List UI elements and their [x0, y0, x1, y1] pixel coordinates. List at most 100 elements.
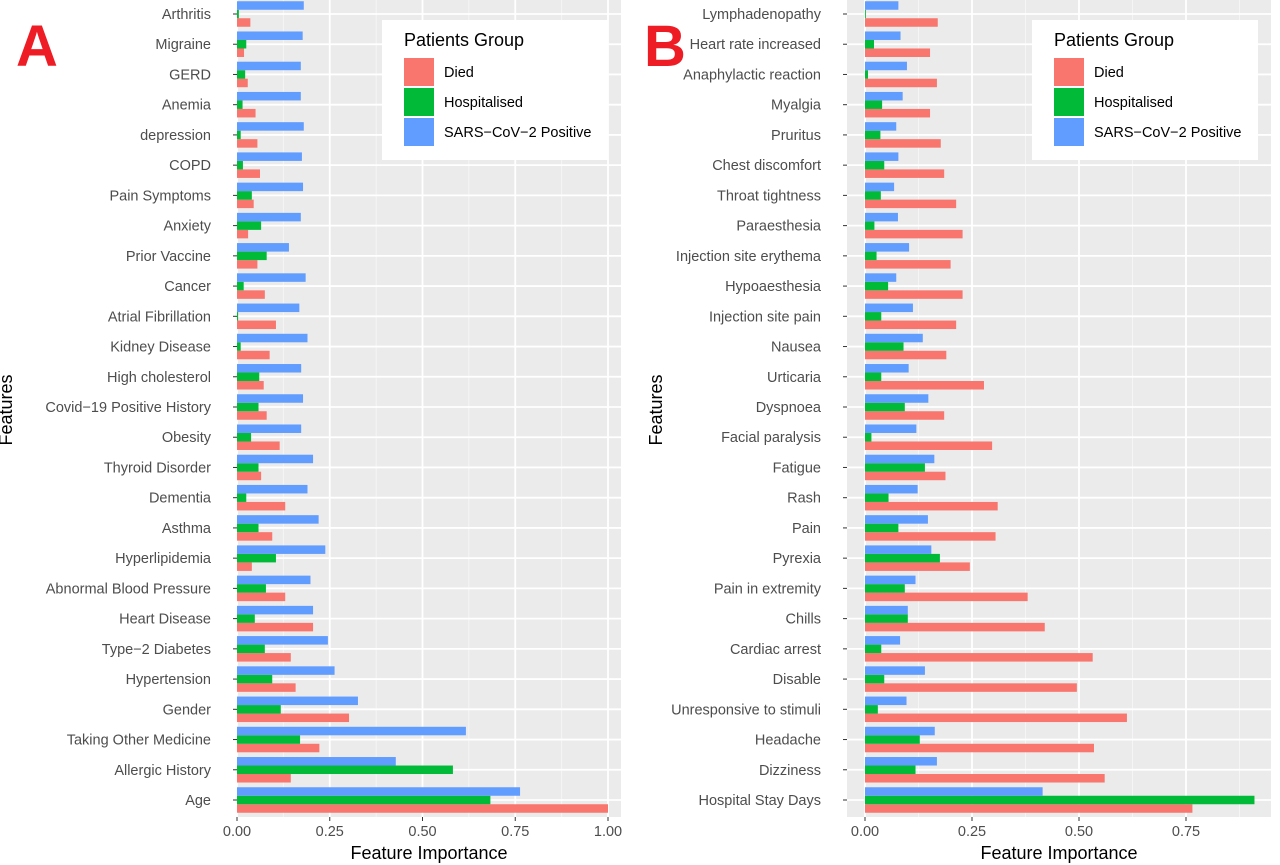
panel-b-category-label: Fatigue: [773, 460, 821, 476]
panel-a-bar: [237, 350, 270, 360]
panel-a-bar: [237, 372, 260, 382]
panel-b-category-label: Pain in extremity: [714, 581, 822, 597]
panel-b-x-axis-title: Feature Importance: [980, 843, 1137, 863]
panel-b-bar: [865, 364, 909, 373]
panel-b-category-label: Pyrexia: [773, 551, 822, 567]
panel-a-bar: [237, 160, 243, 170]
panel-a-bar: [237, 644, 265, 654]
panel-a-bar: [237, 199, 254, 209]
panel-b-category-label: Disable: [773, 672, 821, 688]
panel-a-bar: [237, 471, 262, 481]
panel-a-category-label: Hypertension: [126, 672, 211, 688]
panel-a-bar: [237, 757, 396, 766]
panel-a-bar: [237, 683, 296, 692]
panel-a-bar: [237, 91, 301, 101]
panel-b-bar: [865, 243, 910, 252]
panel-a-legend-key: [404, 58, 434, 86]
panel-b-category-label: Chills: [786, 612, 821, 628]
panel-a-bar: [237, 78, 248, 88]
panel-b-bar: [865, 523, 899, 533]
panel-a-bar: [237, 394, 304, 403]
panel-a-bar: [237, 122, 304, 131]
panel-b-chart: Lymphadenopathy Heart rate increased Anaph…: [646, 0, 1271, 863]
panel-b-category-label: Injection site erythema: [676, 249, 822, 265]
panel-b-bar: [865, 39, 874, 49]
panel-b-bar: [865, 9, 866, 19]
panel-b-bar: [865, 683, 1077, 692]
panel-b-bar: [865, 454, 935, 464]
panel-b-bar: [865, 290, 963, 299]
panel-a-category-label: Thyroid Disorder: [104, 460, 211, 476]
panel-a-bar: [237, 636, 328, 645]
panel-a-bar: [237, 273, 306, 282]
panel-a-bar: [237, 666, 335, 675]
panel-b-bar: [865, 592, 1028, 602]
panel-b-category-label: Pruritus: [771, 128, 821, 144]
panel-b-bar: [865, 562, 970, 571]
panel-a-bar: [237, 605, 314, 615]
panel-a-bar: [237, 152, 302, 161]
panel-b-bar: [865, 342, 904, 351]
panel-b-legend-label: SARS−CoV−2 Positive: [1094, 125, 1242, 141]
panel-a-bar: [237, 515, 319, 524]
panel-a-bar: [237, 139, 258, 148]
panel-b-category-label: Urticaria: [767, 370, 822, 386]
panel-b-bar: [865, 91, 903, 101]
panel-a-category-label: Anemia: [162, 98, 212, 114]
panel-b-x-tick-label: 0.50: [1065, 824, 1093, 840]
panel-a-category-label: Cancer: [164, 279, 211, 295]
panel-a-bar: [237, 333, 308, 343]
panel-a-bar: [237, 575, 311, 585]
panel-a-bar: [237, 402, 259, 412]
panel-b-bar: [865, 31, 901, 40]
panel-b-bar: [865, 553, 940, 563]
panel-b-bar: [865, 281, 889, 291]
panel-b-bar: [865, 160, 885, 170]
panel-b-bar: [865, 130, 881, 140]
panel-a-legend-key: [404, 88, 434, 116]
panel-a-bar: [237, 182, 304, 192]
panel-a-x-tick-label: 0.50: [408, 824, 436, 840]
panel-b-category-label: Injection site pain: [709, 309, 821, 325]
panel-a-bar: [237, 229, 249, 239]
panel-b-bar: [865, 713, 1127, 723]
panel-b-category-label: Myalgia: [771, 98, 822, 114]
panel-b-bar: [865, 350, 947, 360]
panel-b-bar: [865, 644, 882, 654]
panel-b-bar: [865, 471, 946, 481]
panel-a-bar: [237, 553, 276, 563]
panel-a-legend-title: Patients Group: [404, 30, 524, 50]
panel-a-category-label: Covid−19 Positive History: [45, 400, 211, 416]
panel-b-bar: [865, 795, 1255, 805]
panel-a-bar: [237, 61, 301, 71]
panel-a-category-label: Prior Vaccine: [126, 249, 211, 265]
panel-a-category-label: Dementia: [149, 491, 212, 507]
panel-a-bar: [237, 463, 259, 472]
panel-b-category-label: Nausea: [771, 340, 822, 356]
panel-b-category-label: Paraesthesia: [736, 219, 822, 235]
panel-b-bar: [865, 674, 885, 684]
panel-a-bar: [237, 562, 252, 571]
panel-b-bar: [865, 139, 941, 148]
panel-b-legend-title: Patients Group: [1054, 30, 1174, 50]
panel-b-bar: [865, 424, 917, 433]
panel-b-category-label: Chest discomfort: [712, 158, 821, 174]
panel-a-label: A: [16, 14, 58, 79]
panel-a-bar: [237, 432, 252, 442]
panel-a-y-axis-title: Features: [0, 374, 16, 445]
panel-a-legend-label: SARS−CoV−2 Positive: [444, 125, 592, 141]
panel-a-bar: [237, 251, 267, 261]
panel-a-bar: [237, 532, 273, 541]
panel-b-bar: [865, 70, 868, 79]
panel-b-category-label: Pain: [792, 521, 821, 537]
panel-a-bar: [237, 70, 246, 79]
panel-a-bar: [237, 653, 291, 662]
panel-b-category-label: Dizziness: [759, 763, 821, 779]
panel-b-bar: [865, 48, 931, 57]
panel-b-bar: [865, 182, 895, 192]
panel-a-category-label: Migraine: [155, 37, 211, 53]
panel-a-bar: [237, 260, 258, 269]
panel-a-category-label: Taking Other Medicine: [67, 733, 211, 749]
panel-b-category-label: Hypoaesthesia: [725, 279, 822, 295]
panel-b-label: B: [644, 14, 686, 79]
